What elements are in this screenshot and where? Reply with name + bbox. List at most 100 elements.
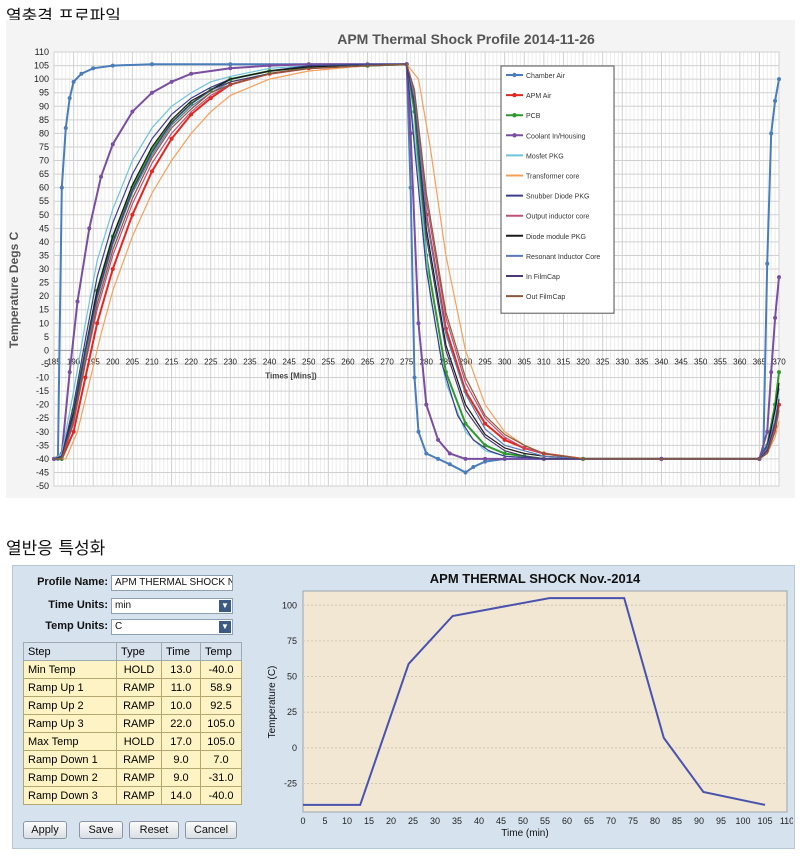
time-cell[interactable]: 11.0 xyxy=(161,678,201,697)
type-cell[interactable]: RAMP xyxy=(116,714,162,733)
y-tick-label: -10 xyxy=(36,373,49,383)
y-tick-label: 100 xyxy=(282,600,297,610)
data-point xyxy=(67,370,72,375)
step-cell[interactable]: Ramp Up 2 xyxy=(23,696,117,715)
table-row[interactable]: Ramp Down 1 RAMP 9.0 7.0 xyxy=(23,750,242,769)
y-tick-label: 90 xyxy=(39,101,49,111)
x-tick-label: 5 xyxy=(322,816,327,826)
temp-cell[interactable]: -40.0 xyxy=(200,660,242,679)
chevron-down-icon[interactable]: ▼ xyxy=(219,621,231,633)
step-cell[interactable]: Ramp Down 3 xyxy=(23,786,117,805)
temp-cell[interactable]: 105.0 xyxy=(200,732,242,751)
table-row[interactable]: Min Temp HOLD 13.0 -40.0 xyxy=(23,660,242,679)
x-tick-label: 65 xyxy=(584,816,594,826)
x-tick-label: 240 xyxy=(263,357,277,366)
table-row[interactable]: Ramp Up 2 RAMP 10.0 92.5 xyxy=(23,696,242,715)
data-point xyxy=(110,142,115,147)
series-line-11 xyxy=(54,63,780,460)
data-point xyxy=(75,299,80,304)
y-tick-label: 85 xyxy=(39,115,49,125)
y-tick-label: -25 xyxy=(284,778,297,788)
profile-editor-panel: Profile Name: APM THERMAL SHOCK Nov. Tim… xyxy=(12,565,795,849)
data-point xyxy=(99,174,104,179)
type-cell[interactable]: HOLD xyxy=(116,732,162,751)
table-row[interactable]: Ramp Down 3 RAMP 14.0 -40.0 xyxy=(23,786,242,805)
y-tick-label: -20 xyxy=(36,400,49,410)
step-cell[interactable]: Max Temp xyxy=(23,732,117,751)
temp-cell[interactable]: -31.0 xyxy=(200,768,242,787)
temp-cell[interactable]: -40.0 xyxy=(200,786,242,805)
x-tick-label: 35 xyxy=(452,816,462,826)
time-cell[interactable]: 10.0 xyxy=(161,696,201,715)
chevron-down-icon[interactable]: ▼ xyxy=(219,600,231,612)
step-cell[interactable]: Ramp Up 3 xyxy=(23,714,117,733)
time-units-select[interactable]: min ▼ xyxy=(111,598,233,614)
x-axis-label: Time (min) xyxy=(501,828,548,839)
type-cell[interactable]: RAMP xyxy=(116,750,162,769)
step-cell[interactable]: Min Temp xyxy=(23,660,117,679)
type-cell[interactable]: RAMP xyxy=(116,786,162,805)
data-point xyxy=(412,375,417,380)
data-point xyxy=(91,66,96,71)
legend-label: Mosfet PKG xyxy=(526,153,564,160)
reset-button[interactable]: Reset xyxy=(129,821,179,839)
time-cell[interactable]: 9.0 xyxy=(161,750,201,769)
legend-box xyxy=(500,65,615,314)
temp-cell[interactable]: 105.0 xyxy=(200,714,242,733)
temp-cell[interactable]: 58.9 xyxy=(200,678,242,697)
apply-button[interactable]: Apply xyxy=(23,821,67,839)
temp-units-select[interactable]: C ▼ xyxy=(111,619,233,635)
column-header: Type xyxy=(116,642,162,661)
x-tick-label: 355 xyxy=(714,357,728,366)
x-tick-label: 340 xyxy=(655,357,669,366)
data-point xyxy=(436,437,441,442)
data-point xyxy=(502,437,507,442)
table-row[interactable]: Max Temp HOLD 17.0 105.0 xyxy=(23,732,242,751)
data-point xyxy=(110,267,115,271)
section2-title: 열반응 특성화 xyxy=(6,539,106,559)
y-tick-label: -15 xyxy=(36,386,49,396)
type-cell[interactable]: RAMP xyxy=(116,768,162,787)
table-row[interactable]: Ramp Down 2 RAMP 9.0 -31.0 xyxy=(23,768,242,787)
y-tick-label: 0 xyxy=(44,345,49,355)
table-row[interactable]: Ramp Up 3 RAMP 22.0 105.0 xyxy=(23,714,242,733)
x-tick-label: 205 xyxy=(126,357,140,366)
legend-label: Output inductor core xyxy=(526,214,590,221)
x-tick-label: 225 xyxy=(204,357,218,366)
x-tick-label: 370 xyxy=(772,357,786,366)
x-tick-label: 60 xyxy=(562,816,572,826)
y-tick-label: -40 xyxy=(36,454,49,464)
time-cell[interactable]: 14.0 xyxy=(161,786,201,805)
data-point xyxy=(424,402,429,407)
step-cell[interactable]: Ramp Down 1 xyxy=(23,750,117,769)
data-point xyxy=(773,315,778,320)
x-tick-label: 260 xyxy=(341,357,355,366)
step-cell[interactable]: Ramp Down 2 xyxy=(23,768,117,787)
profile-name-input[interactable]: APM THERMAL SHOCK Nov. xyxy=(111,575,233,591)
x-tick-label: 250 xyxy=(302,357,316,366)
time-cell[interactable]: 13.0 xyxy=(161,660,201,679)
x-tick-label: 330 xyxy=(616,357,630,366)
x-tick-label: 55 xyxy=(540,816,550,826)
legend-label: Diode module PKG xyxy=(526,234,586,241)
time-cell[interactable]: 17.0 xyxy=(161,732,201,751)
temp-cell[interactable]: 7.0 xyxy=(200,750,242,769)
step-cell[interactable]: Ramp Up 1 xyxy=(23,678,117,697)
cancel-button[interactable]: Cancel xyxy=(185,821,237,839)
table-row[interactable]: Ramp Up 1 RAMP 11.0 58.9 xyxy=(23,678,242,697)
y-tick-label: -25 xyxy=(36,413,49,423)
y-tick-label: 25 xyxy=(39,278,49,288)
type-cell[interactable]: RAMP xyxy=(116,696,162,715)
temp-cell[interactable]: 92.5 xyxy=(200,696,242,715)
data-point xyxy=(59,185,64,190)
time-cell[interactable]: 22.0 xyxy=(161,714,201,733)
type-cell[interactable]: RAMP xyxy=(116,678,162,697)
time-cell[interactable]: 9.0 xyxy=(161,768,201,787)
data-point xyxy=(110,63,115,68)
data-point xyxy=(408,131,413,136)
x-tick-label: 295 xyxy=(478,357,492,366)
data-point xyxy=(416,321,421,326)
type-cell[interactable]: HOLD xyxy=(116,660,162,679)
save-button[interactable]: Save xyxy=(79,821,123,839)
data-point xyxy=(228,66,233,71)
